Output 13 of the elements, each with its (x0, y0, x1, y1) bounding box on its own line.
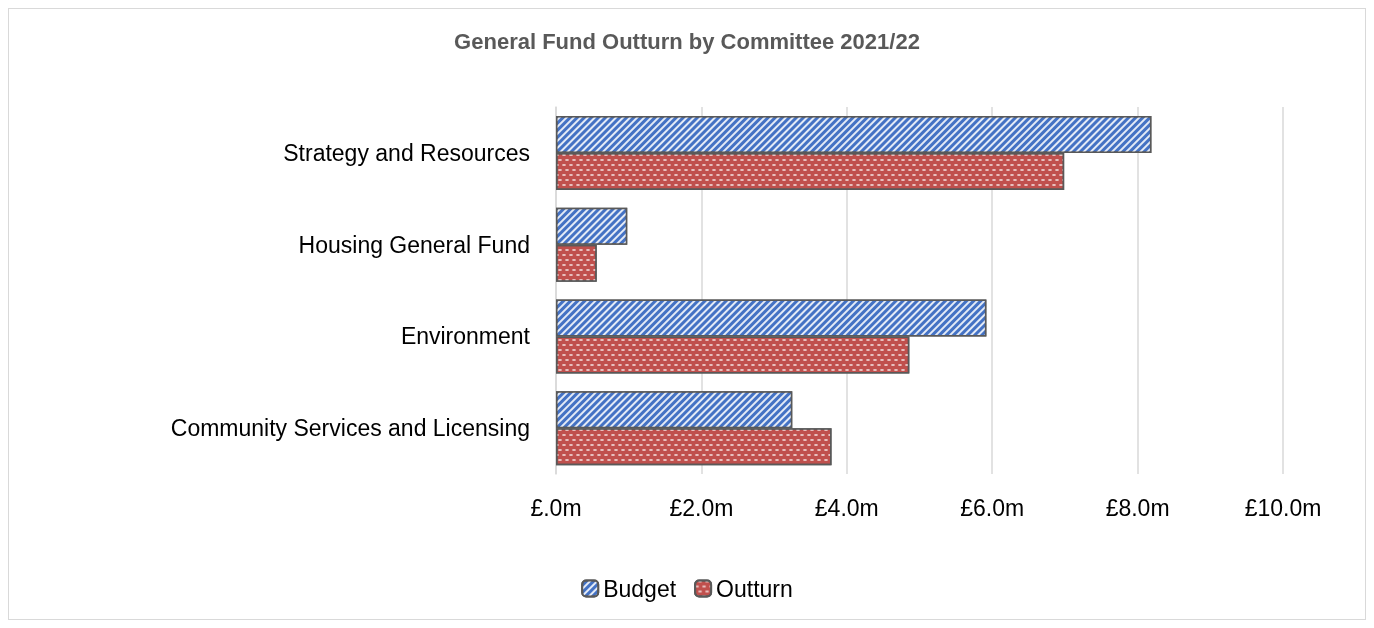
x-tick-label: £2.0m (669, 494, 734, 521)
x-tick-label: £10.0m (1244, 494, 1322, 521)
x-tick-label: £8.0m (1105, 494, 1170, 521)
x-tick-label: £6.0m (960, 494, 1025, 521)
legend-label: Budget (603, 575, 677, 602)
x-tick-label: £.0m (530, 494, 582, 521)
x-tick-label: £4.0m (814, 494, 879, 521)
y-tick-label: Housing General Fund (298, 231, 530, 258)
y-tick-label: Environment (400, 323, 531, 350)
y-tick-label: Community Services and Licensing (170, 415, 530, 442)
legend-label: Outturn (716, 575, 793, 602)
y-tick-label: Strategy and Resources (283, 139, 530, 166)
chart-title: General Fund Outturn by Committee 2021/22 (454, 28, 920, 54)
